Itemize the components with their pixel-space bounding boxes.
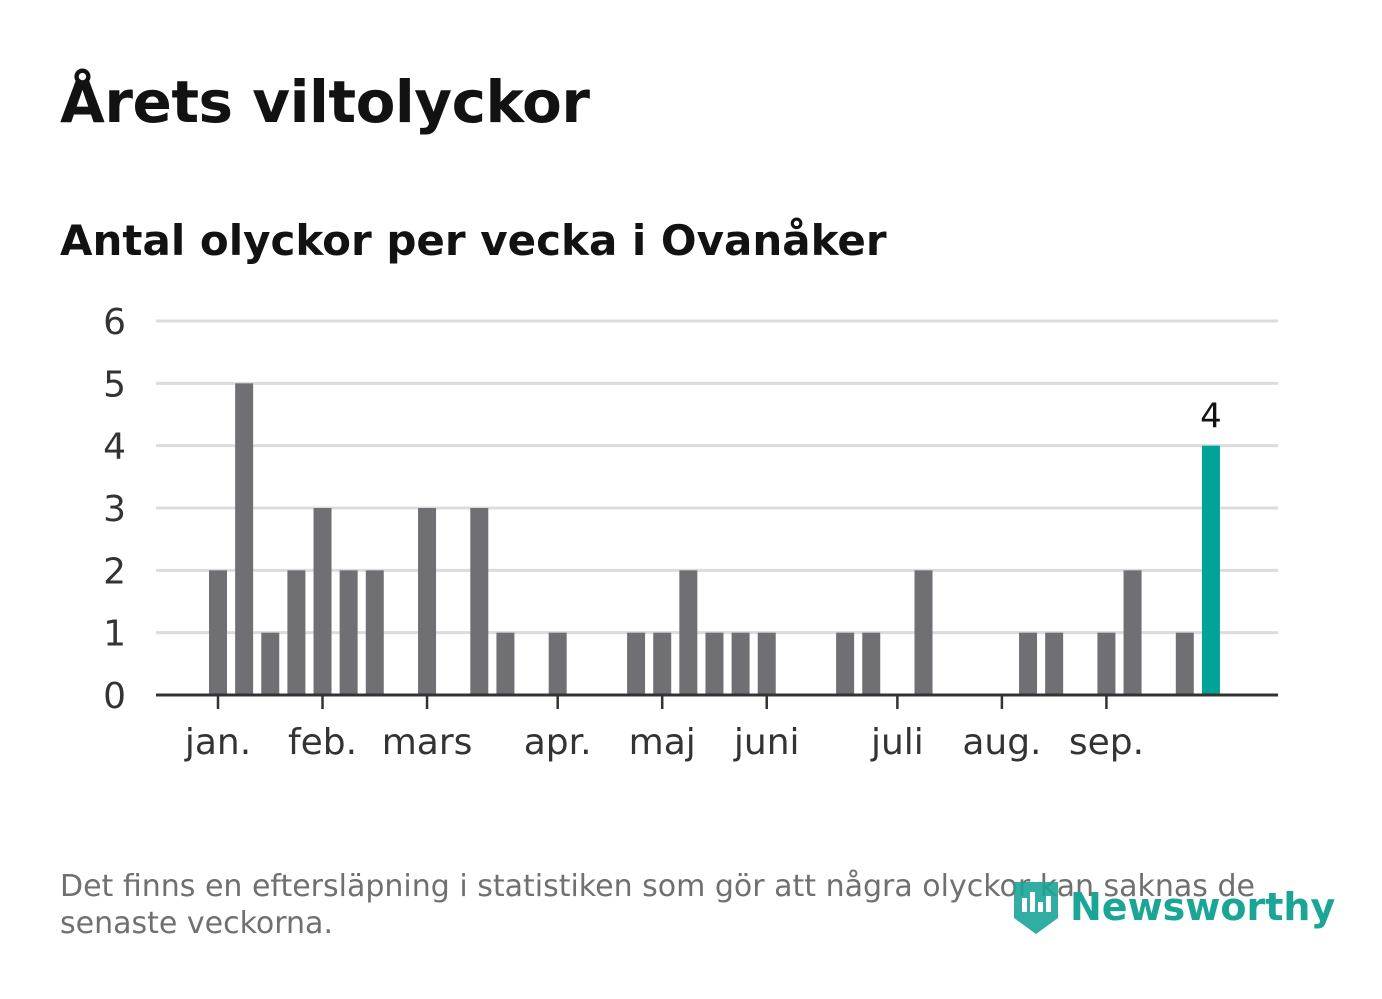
x-tick-label: juli <box>870 722 924 763</box>
bar-highlight <box>1201 445 1220 695</box>
bar <box>914 570 933 695</box>
x-tick-label: apr. <box>524 722 592 763</box>
newsworthy-logo[interactable]: Newsworthy <box>1010 878 1335 936</box>
bar <box>731 632 750 695</box>
y-tick-label: 2 <box>103 551 126 592</box>
y-tick-label: 6 <box>103 302 126 343</box>
bar <box>1097 632 1116 695</box>
x-tick-label: maj <box>629 722 696 763</box>
x-tick-label: sep. <box>1069 722 1144 763</box>
y-tick-label: 4 <box>103 427 126 468</box>
data-label: 4 <box>1200 397 1222 437</box>
bar <box>1175 632 1194 695</box>
bar <box>365 570 384 695</box>
bar <box>627 632 646 695</box>
chart-subtitle: Antal olyckor per vecka i Ovanåker <box>60 216 887 265</box>
newsworthy-logo-icon <box>1014 882 1058 934</box>
axes <box>156 693 1278 709</box>
bar <box>705 632 724 695</box>
x-tick-label: jan. <box>184 722 251 763</box>
bar <box>261 632 280 695</box>
bars <box>209 383 1220 695</box>
x-tick-label: juni <box>733 722 800 763</box>
y-tick-label: 0 <box>103 676 126 717</box>
bar <box>1123 570 1142 695</box>
bar <box>339 570 358 695</box>
x-tick-label: aug. <box>962 722 1041 763</box>
bar <box>418 508 437 695</box>
chart-title: Årets viltolyckor <box>60 68 590 136</box>
bar <box>235 383 254 695</box>
bar <box>1045 632 1064 695</box>
bar <box>653 632 672 695</box>
y-tick-label: 3 <box>103 489 126 530</box>
bar <box>496 632 515 695</box>
bar <box>836 632 855 695</box>
x-tick-label: mars <box>382 722 473 763</box>
bar <box>470 508 489 695</box>
x-tick-label: feb. <box>288 722 357 763</box>
bar <box>548 632 567 695</box>
y-tick-label: 1 <box>103 614 126 655</box>
y-tick-label: 5 <box>103 364 126 405</box>
bar <box>209 570 227 695</box>
bar <box>287 570 306 695</box>
bar <box>313 508 332 695</box>
labels: 0 1 2 3 4 5 6 jan. feb. mars apr. maj juni juli aug. se… <box>103 302 1222 763</box>
bar <box>679 570 698 695</box>
bar <box>757 632 776 695</box>
logo-text: Newsworthy <box>1070 885 1336 929</box>
bar <box>1019 632 1038 695</box>
bar <box>862 632 881 695</box>
